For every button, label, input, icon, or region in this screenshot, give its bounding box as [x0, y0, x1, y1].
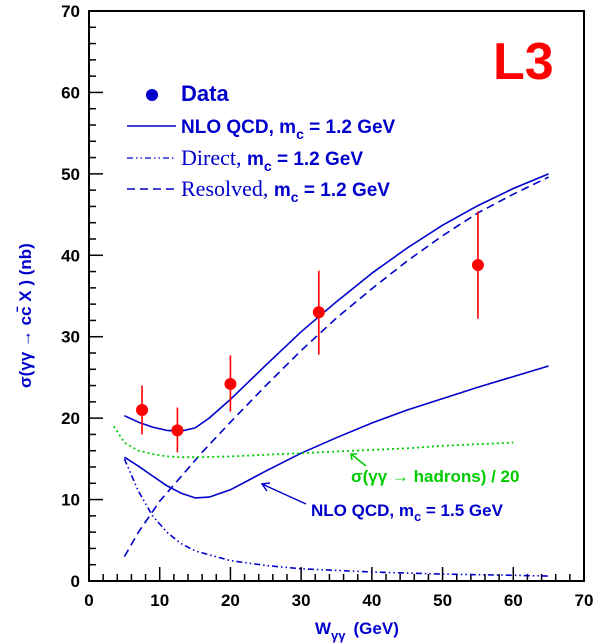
data-point [136, 404, 149, 416]
data-point [312, 306, 325, 319]
y-axis-title: σ(γγ → cc̄ X ) (nb) [16, 243, 35, 388]
annotation-nlo15-arrow [261, 483, 307, 505]
y-tick-label: 10 [61, 491, 80, 510]
experiment-badge: L3 [493, 33, 554, 91]
y-tick-label: 50 [61, 165, 80, 184]
annotation-hadrons-label: σ(γγ → hadrons) / 20 [351, 467, 519, 486]
legend: Data NLO QCD, mc = 1.2 GeV Direct, mc = … [127, 81, 396, 205]
x-axis: 0 10 20 30 40 50 60 70 [84, 567, 593, 610]
y-tick-label: 40 [61, 246, 80, 265]
annotation-hadrons-arrow [350, 453, 367, 467]
legend-data-marker [146, 89, 158, 101]
annotation-nlo15-arrowhead [260, 482, 271, 492]
x-tick-label: 30 [292, 591, 311, 610]
x-tick-label: 0 [84, 591, 93, 610]
series-line-3 [123, 365, 549, 499]
data-points-layer [136, 211, 484, 453]
data-point [471, 259, 484, 272]
series-line-0 [124, 173, 549, 433]
series-layer [113, 173, 549, 577]
legend-resolved-label: Resolved, mc = 1.2 GeV [181, 176, 390, 205]
y-tick-label: 30 [61, 328, 80, 347]
annotation-nlo15: NLO QCD, mc = 1.5 GeV [260, 482, 504, 524]
data-point [224, 377, 237, 390]
series-line-1 [123, 458, 549, 577]
y-tick-label: 20 [61, 409, 80, 428]
annotation-nlo15-label: NLO QCD, mc = 1.5 GeV [311, 501, 504, 524]
y-tick-label: 70 [61, 2, 80, 21]
x-tick-label: 60 [504, 591, 523, 610]
plot-frame [88, 10, 585, 582]
x-tick-label: 70 [575, 591, 594, 610]
y-tick-label: 60 [61, 83, 80, 102]
data-point [171, 424, 184, 437]
y-tick-label: 0 [71, 572, 80, 591]
series-line-4 [113, 425, 514, 459]
x-axis-title: Wγγ (GeV) [315, 619, 399, 643]
x-tick-label: 50 [433, 591, 452, 610]
annotation-hadrons: σ(γγ → hadrons) / 20 [350, 453, 519, 486]
y-axis: 0 10 20 30 40 50 60 70 [61, 2, 103, 591]
legend-data-label: Data [181, 81, 229, 106]
x-tick-label: 10 [150, 591, 169, 610]
legend-direct-label: Direct, mc = 1.2 GeV [181, 145, 363, 174]
x-tick-label: 20 [221, 591, 240, 610]
x-tick-label: 40 [362, 591, 381, 610]
legend-nlo-label: NLO QCD, mc = 1.2 GeV [181, 117, 396, 142]
annotation-hadrons-arrowhead [350, 453, 357, 461]
series-line-2 [123, 176, 549, 557]
